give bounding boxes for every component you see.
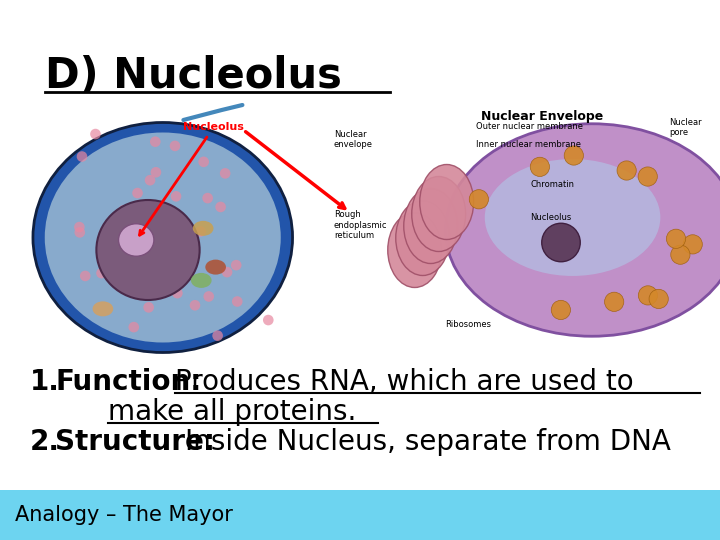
Circle shape bbox=[649, 289, 668, 308]
Circle shape bbox=[617, 161, 636, 180]
Text: Analogy – The Mayor: Analogy – The Mayor bbox=[15, 505, 233, 525]
Circle shape bbox=[220, 168, 230, 179]
Circle shape bbox=[683, 235, 702, 254]
Circle shape bbox=[96, 268, 107, 279]
Text: Function:: Function: bbox=[55, 368, 202, 396]
Circle shape bbox=[638, 167, 657, 186]
Text: Nuclear
pore: Nuclear pore bbox=[669, 118, 701, 137]
Circle shape bbox=[145, 175, 156, 186]
Circle shape bbox=[74, 227, 85, 238]
Ellipse shape bbox=[96, 200, 199, 300]
Circle shape bbox=[212, 330, 223, 341]
Circle shape bbox=[90, 129, 101, 139]
Text: Inside Nucleus, separate from DNA: Inside Nucleus, separate from DNA bbox=[185, 428, 671, 456]
Circle shape bbox=[80, 271, 91, 281]
Ellipse shape bbox=[396, 200, 450, 275]
Text: 1.: 1. bbox=[30, 368, 60, 396]
Ellipse shape bbox=[45, 132, 281, 342]
Text: Ribosomes: Ribosomes bbox=[446, 320, 492, 329]
Circle shape bbox=[189, 300, 200, 310]
Text: Nuclear
envelope: Nuclear envelope bbox=[334, 130, 373, 150]
Circle shape bbox=[263, 315, 274, 326]
Circle shape bbox=[671, 245, 690, 264]
Circle shape bbox=[231, 260, 241, 271]
Ellipse shape bbox=[191, 273, 212, 288]
Bar bbox=[30, 100, 325, 350]
Ellipse shape bbox=[404, 188, 458, 264]
Text: Chromatin: Chromatin bbox=[530, 180, 575, 189]
Text: Structure:: Structure: bbox=[55, 428, 215, 456]
Circle shape bbox=[143, 302, 154, 313]
Circle shape bbox=[469, 190, 488, 209]
Circle shape bbox=[195, 226, 206, 237]
Ellipse shape bbox=[119, 224, 154, 256]
Circle shape bbox=[639, 286, 657, 305]
Text: Nuclear Envelope: Nuclear Envelope bbox=[481, 110, 603, 123]
Ellipse shape bbox=[193, 221, 214, 236]
Circle shape bbox=[232, 296, 243, 307]
Text: make all proteins.: make all proteins. bbox=[108, 398, 356, 426]
Ellipse shape bbox=[388, 213, 441, 287]
Text: Nucleolus: Nucleolus bbox=[140, 122, 244, 235]
Circle shape bbox=[202, 193, 213, 204]
Circle shape bbox=[552, 300, 570, 320]
Circle shape bbox=[188, 244, 198, 254]
Ellipse shape bbox=[420, 165, 474, 240]
Circle shape bbox=[171, 191, 181, 201]
Circle shape bbox=[564, 146, 583, 165]
Circle shape bbox=[172, 288, 183, 299]
Text: Outer nuclear membrane: Outer nuclear membrane bbox=[477, 122, 583, 131]
Ellipse shape bbox=[485, 159, 660, 276]
Text: D) Nucleolus: D) Nucleolus bbox=[45, 55, 342, 97]
Circle shape bbox=[215, 201, 226, 212]
Ellipse shape bbox=[33, 123, 292, 353]
Circle shape bbox=[132, 188, 143, 198]
Circle shape bbox=[198, 157, 209, 167]
Circle shape bbox=[541, 223, 580, 262]
Circle shape bbox=[204, 291, 214, 302]
Ellipse shape bbox=[446, 124, 720, 336]
Text: Produces RNA, which are used to: Produces RNA, which are used to bbox=[175, 368, 634, 396]
Circle shape bbox=[530, 157, 549, 177]
Ellipse shape bbox=[412, 177, 466, 252]
Circle shape bbox=[170, 140, 180, 151]
Circle shape bbox=[118, 205, 129, 215]
Circle shape bbox=[128, 322, 139, 333]
Bar bbox=[0, 490, 720, 540]
Ellipse shape bbox=[205, 260, 226, 275]
Text: Rough
endoplasmic
reticulum: Rough endoplasmic reticulum bbox=[334, 210, 387, 240]
Ellipse shape bbox=[93, 301, 113, 316]
Text: Inner nuclear membrane: Inner nuclear membrane bbox=[477, 140, 581, 149]
Text: 2.: 2. bbox=[30, 428, 60, 456]
Circle shape bbox=[667, 229, 685, 248]
Circle shape bbox=[148, 247, 159, 257]
Circle shape bbox=[150, 137, 161, 147]
Circle shape bbox=[222, 267, 233, 278]
Circle shape bbox=[77, 151, 87, 162]
Text: Nucleolus: Nucleolus bbox=[530, 213, 572, 221]
Circle shape bbox=[150, 167, 161, 178]
Circle shape bbox=[605, 292, 624, 312]
Circle shape bbox=[74, 222, 85, 232]
Bar bbox=[330, 100, 715, 350]
